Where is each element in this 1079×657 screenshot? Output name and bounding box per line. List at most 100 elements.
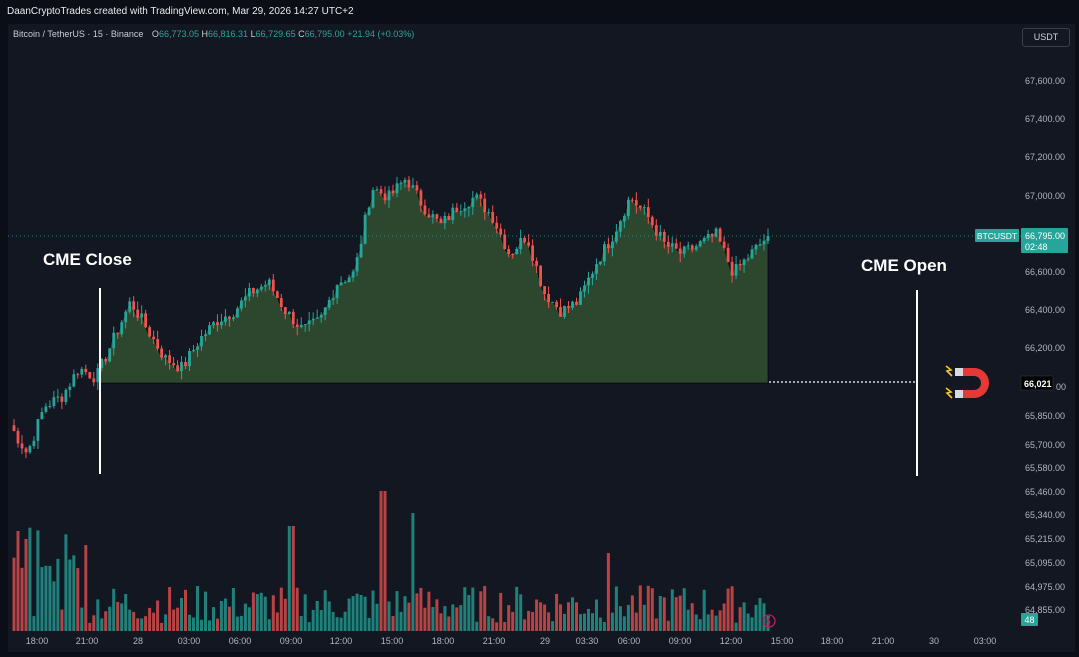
close-value: 66,795.00 bbox=[304, 29, 345, 39]
x-tick-label: 15:00 bbox=[771, 636, 794, 646]
y-tick-label: 67,400.00 bbox=[1025, 114, 1065, 124]
y-tick-label: 65,460.00 bbox=[1025, 487, 1065, 497]
candle-body bbox=[642, 207, 646, 209]
volume-bar bbox=[64, 534, 68, 631]
candle-body bbox=[750, 249, 754, 259]
candle-body bbox=[355, 257, 359, 272]
candle-body bbox=[563, 305, 566, 317]
candle-body bbox=[212, 322, 215, 326]
candle-body bbox=[603, 244, 606, 262]
volume-bar bbox=[48, 565, 52, 631]
candle-body bbox=[431, 214, 435, 218]
volume-tag: 48 bbox=[1021, 613, 1038, 626]
candle-body bbox=[375, 189, 379, 191]
candle-body bbox=[152, 336, 155, 340]
candle-body bbox=[252, 288, 255, 294]
volume-bar bbox=[363, 596, 367, 631]
flash-icon[interactable] bbox=[762, 614, 776, 628]
currency-button[interactable]: USDT bbox=[1022, 28, 1070, 47]
volume-bar bbox=[682, 588, 686, 631]
volume-bar bbox=[734, 622, 738, 631]
candle-body bbox=[734, 264, 738, 276]
time-scale[interactable] bbox=[8, 632, 1075, 652]
candle-body bbox=[323, 307, 327, 315]
candle-body bbox=[391, 190, 395, 194]
candle-body bbox=[583, 285, 586, 292]
volume-bar bbox=[136, 618, 140, 631]
volume-bar bbox=[72, 555, 76, 631]
volume-bar bbox=[467, 595, 471, 631]
volume-bar bbox=[108, 606, 112, 631]
candle-body bbox=[208, 325, 211, 335]
candle-body bbox=[627, 199, 630, 217]
volume-bar bbox=[403, 596, 407, 631]
volume-bar bbox=[156, 600, 160, 631]
volume-bar bbox=[383, 491, 387, 631]
candle-body bbox=[248, 288, 251, 297]
candle-body bbox=[666, 241, 670, 247]
volume-bar bbox=[247, 607, 251, 631]
volume-bar bbox=[44, 565, 48, 631]
volume-bar bbox=[455, 607, 459, 631]
volume-bars bbox=[12, 491, 770, 631]
candles bbox=[12, 176, 770, 459]
magnet-icon bbox=[945, 365, 989, 399]
candle-body bbox=[595, 264, 598, 274]
candle-body bbox=[164, 355, 167, 358]
volume-bar bbox=[543, 604, 547, 631]
candle-body bbox=[423, 205, 427, 215]
x-tick-label: 29 bbox=[540, 636, 550, 646]
volume-bar bbox=[315, 601, 319, 631]
candle-body bbox=[327, 299, 331, 308]
candle-body bbox=[579, 291, 582, 305]
volume-bar bbox=[503, 622, 507, 631]
volume-bar bbox=[658, 596, 662, 631]
candle-body bbox=[403, 179, 407, 183]
low-label: L bbox=[250, 29, 256, 39]
volume-bar bbox=[100, 618, 104, 631]
volume-bar bbox=[339, 617, 343, 631]
candle-body bbox=[112, 332, 116, 349]
volume-bar bbox=[148, 607, 152, 631]
x-tick-label: 03:00 bbox=[974, 636, 997, 646]
volume-bar bbox=[283, 598, 287, 631]
price-scale[interactable] bbox=[1021, 24, 1075, 632]
candle-body bbox=[347, 277, 351, 283]
volume-bar bbox=[587, 608, 590, 631]
volume-bar bbox=[411, 513, 415, 631]
volume-bar bbox=[267, 619, 271, 631]
candle-body bbox=[287, 311, 291, 314]
candle-body bbox=[710, 234, 714, 237]
candle-body bbox=[690, 245, 694, 250]
volume-bar bbox=[471, 587, 475, 631]
symbol-legend: Bitcoin / TetherUS · 15 · Binance O66,77… bbox=[13, 29, 414, 39]
symbol-tag: BTCUSDT bbox=[975, 229, 1019, 242]
volume-bar bbox=[451, 604, 455, 631]
y-tick-label: 64,855.00 bbox=[1025, 605, 1065, 615]
x-tick-label: 15:00 bbox=[381, 636, 404, 646]
volume-bar bbox=[435, 599, 439, 631]
volume-bar bbox=[164, 614, 168, 631]
candle-body bbox=[40, 412, 44, 420]
candle-body bbox=[714, 228, 718, 237]
candle-body bbox=[275, 291, 279, 299]
x-tick-label: 30 bbox=[929, 636, 939, 646]
candle-body bbox=[271, 279, 275, 292]
volume-bar bbox=[714, 615, 718, 631]
volume-bar bbox=[678, 595, 682, 631]
price-axis-labels: 67,600.0067,400.0067,200.0067,000.0066,8… bbox=[1025, 76, 1065, 615]
volume-bar bbox=[710, 609, 714, 631]
volume-bar bbox=[567, 602, 570, 631]
candle-body bbox=[120, 322, 124, 335]
volume-bar bbox=[630, 595, 634, 631]
candle-body bbox=[259, 286, 263, 290]
volume-bar bbox=[499, 592, 503, 631]
volume-bar bbox=[718, 610, 722, 631]
volume-bar bbox=[674, 597, 678, 631]
volume-bar bbox=[20, 567, 24, 631]
x-tick-label: 12:00 bbox=[720, 636, 743, 646]
volume-bar bbox=[375, 603, 379, 631]
candle-body bbox=[80, 368, 84, 375]
candle-body bbox=[188, 351, 191, 367]
